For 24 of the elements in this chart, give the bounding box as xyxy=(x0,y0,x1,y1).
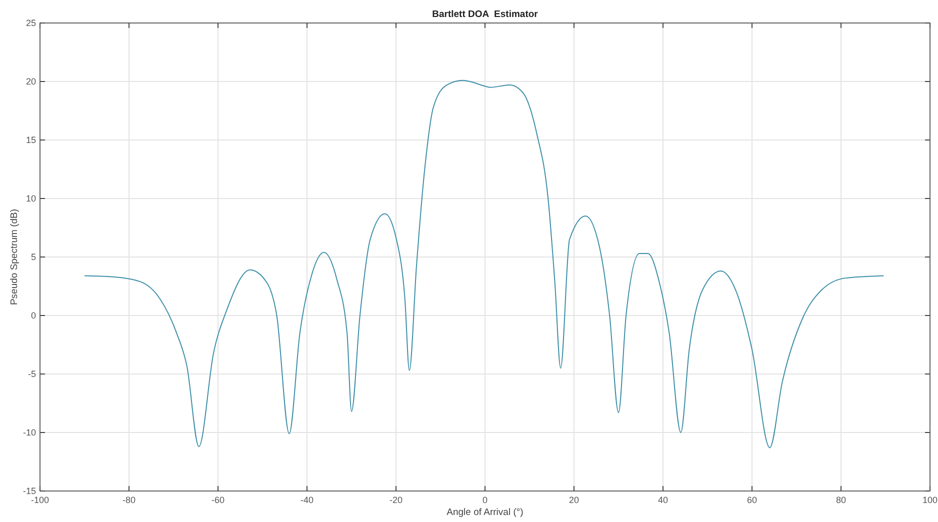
x-axis-title: Angle of Arrival (°) xyxy=(446,507,524,518)
y-tick-label: -10 xyxy=(22,428,36,438)
x-tick-label: 100 xyxy=(922,495,938,505)
y-axis-title: Pseudo Spectrum (dB) xyxy=(9,208,20,306)
y-tick-label: 20 xyxy=(26,76,36,86)
x-tick-label: -40 xyxy=(300,495,314,505)
x-tick-label: 80 xyxy=(836,495,846,505)
x-tick-label: -80 xyxy=(122,495,136,505)
x-tick-label: 60 xyxy=(746,495,758,505)
x-tick-label: -20 xyxy=(389,495,403,505)
y-tick-label: -15 xyxy=(22,486,36,496)
x-tick-label: -60 xyxy=(211,495,225,505)
y-tick-label: 5 xyxy=(30,252,36,262)
x-tick-label: 20 xyxy=(568,495,580,505)
x-tick-label: -100 xyxy=(30,495,50,505)
line-series xyxy=(84,80,884,448)
y-tick-label: 25 xyxy=(26,18,36,28)
y-tick-label: 10 xyxy=(26,194,36,204)
y-tick-label: -5 xyxy=(28,369,36,379)
y-tick-label: 15 xyxy=(26,135,36,145)
y-tick-label: 0 xyxy=(30,310,36,320)
x-tick-label: 0 xyxy=(482,495,488,505)
chart-title: Bartlett DOA Estimator xyxy=(432,9,538,20)
x-tick-label: 40 xyxy=(658,495,668,505)
